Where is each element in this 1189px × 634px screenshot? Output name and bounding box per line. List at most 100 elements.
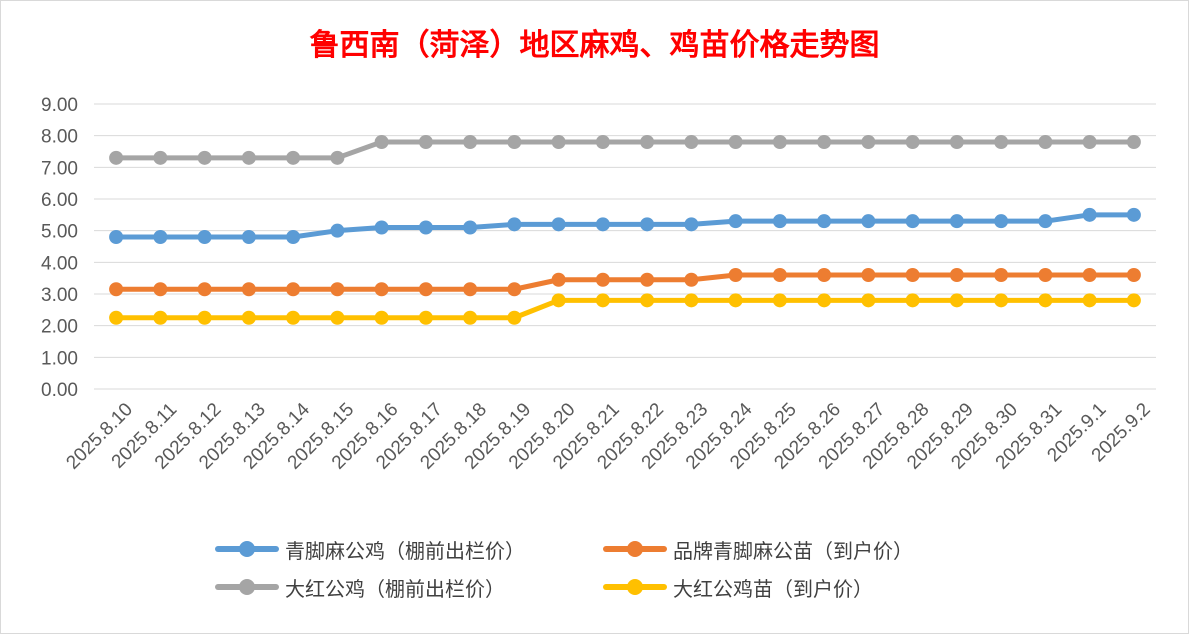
data-point — [817, 293, 832, 308]
data-point — [861, 135, 876, 149]
data-point — [949, 214, 964, 229]
legend-item-series-3: 大红公鸡苗（到户价） — [603, 570, 873, 604]
data-point — [551, 272, 566, 287]
data-point — [330, 150, 345, 165]
data-point — [109, 230, 124, 244]
y-tick-label: 9.00 — [41, 95, 78, 116]
legend-item-series-0: 青脚麻公鸡（棚前出栏价） — [215, 532, 525, 566]
data-point — [153, 230, 168, 244]
data-point — [949, 293, 964, 308]
data-point — [374, 220, 389, 235]
data-point — [507, 310, 522, 325]
y-tick-label: 4.00 — [41, 253, 78, 274]
data-point — [197, 230, 212, 244]
series-0 — [109, 207, 1141, 244]
series-1 — [109, 268, 1141, 297]
data-point — [640, 217, 655, 232]
data-point — [861, 268, 876, 282]
data-point — [595, 135, 610, 149]
legend-item-series-1: 品牌青脚麻公苗（到户价） — [603, 532, 913, 566]
data-point — [551, 293, 566, 308]
data-point — [374, 282, 389, 297]
data-point — [595, 217, 610, 232]
y-tick-label: 7.00 — [41, 158, 78, 179]
data-point — [418, 282, 433, 297]
series-3 — [109, 293, 1141, 325]
series-group — [109, 135, 1141, 325]
y-axis-ticks: 0.00 1.00 2.00 3.00 4.00 5.00 6.00 7.00 8.00 9.00 — [41, 95, 78, 401]
data-point — [1126, 207, 1141, 222]
data-point — [728, 268, 743, 282]
data-point — [817, 268, 832, 282]
data-point — [905, 293, 920, 308]
chart-title: 鲁西南（菏泽）地区麻鸡、鸡苗价格走势图 — [309, 28, 880, 63]
data-point — [286, 282, 301, 297]
data-point — [1126, 135, 1141, 149]
data-point — [1038, 268, 1053, 282]
data-point — [772, 268, 787, 282]
legend-item-series-2: 大红公鸡（棚前出栏价） — [215, 570, 505, 604]
series-line — [113, 272, 1137, 292]
data-point — [817, 214, 832, 229]
y-tick-label: 0.00 — [41, 380, 78, 401]
data-point — [197, 150, 212, 165]
data-point — [418, 310, 433, 325]
series-line — [113, 139, 1137, 161]
data-point — [197, 282, 212, 297]
data-point — [463, 310, 478, 325]
data-point — [1082, 268, 1097, 282]
data-point — [330, 282, 345, 297]
legend-label: 大红公鸡（棚前出栏价） — [285, 576, 505, 601]
data-point — [728, 293, 743, 308]
data-point — [861, 293, 876, 308]
data-point — [861, 214, 876, 229]
data-point — [241, 230, 256, 244]
data-point — [1082, 293, 1097, 308]
data-point — [1082, 207, 1097, 222]
data-point — [551, 217, 566, 232]
data-point — [595, 293, 610, 308]
data-point — [684, 135, 699, 149]
legend-swatch-icon — [215, 539, 279, 559]
y-tick-label: 5.00 — [41, 222, 78, 243]
y-tick-label: 6.00 — [41, 190, 78, 211]
data-point — [1082, 135, 1097, 149]
data-point — [772, 135, 787, 149]
x-axis-ticks: 2025.8.102025.8.112025.8.122025.8.132025… — [62, 399, 1154, 474]
data-point — [241, 150, 256, 165]
data-point — [241, 310, 256, 325]
data-point — [684, 217, 699, 232]
data-point — [374, 310, 389, 325]
data-point — [507, 135, 522, 149]
data-point — [772, 214, 787, 229]
legend-swatch-icon — [215, 577, 279, 597]
data-point — [994, 135, 1009, 149]
data-point — [728, 214, 743, 229]
data-point — [1038, 214, 1053, 229]
data-point — [905, 135, 920, 149]
data-point — [153, 282, 168, 297]
data-point — [994, 214, 1009, 229]
legend-label: 青脚麻公鸡（棚前出栏价） — [285, 538, 525, 563]
y-tick-label: 1.00 — [41, 348, 78, 369]
data-point — [463, 220, 478, 235]
legend-label: 品牌青脚麻公苗（到户价） — [673, 538, 913, 563]
data-point — [330, 223, 345, 238]
legend-swatch-icon — [603, 539, 667, 559]
data-point — [1038, 293, 1053, 308]
data-point — [905, 268, 920, 282]
data-point — [817, 135, 832, 149]
data-point — [109, 150, 124, 165]
y-tick-label: 8.00 — [41, 127, 78, 148]
data-point — [640, 293, 655, 308]
data-point — [772, 293, 787, 308]
data-point — [286, 310, 301, 325]
data-point — [595, 272, 610, 287]
data-point — [153, 150, 168, 165]
data-point — [463, 282, 478, 297]
data-point — [507, 282, 522, 297]
data-point — [994, 268, 1009, 282]
series-2 — [109, 135, 1141, 165]
data-point — [640, 272, 655, 287]
